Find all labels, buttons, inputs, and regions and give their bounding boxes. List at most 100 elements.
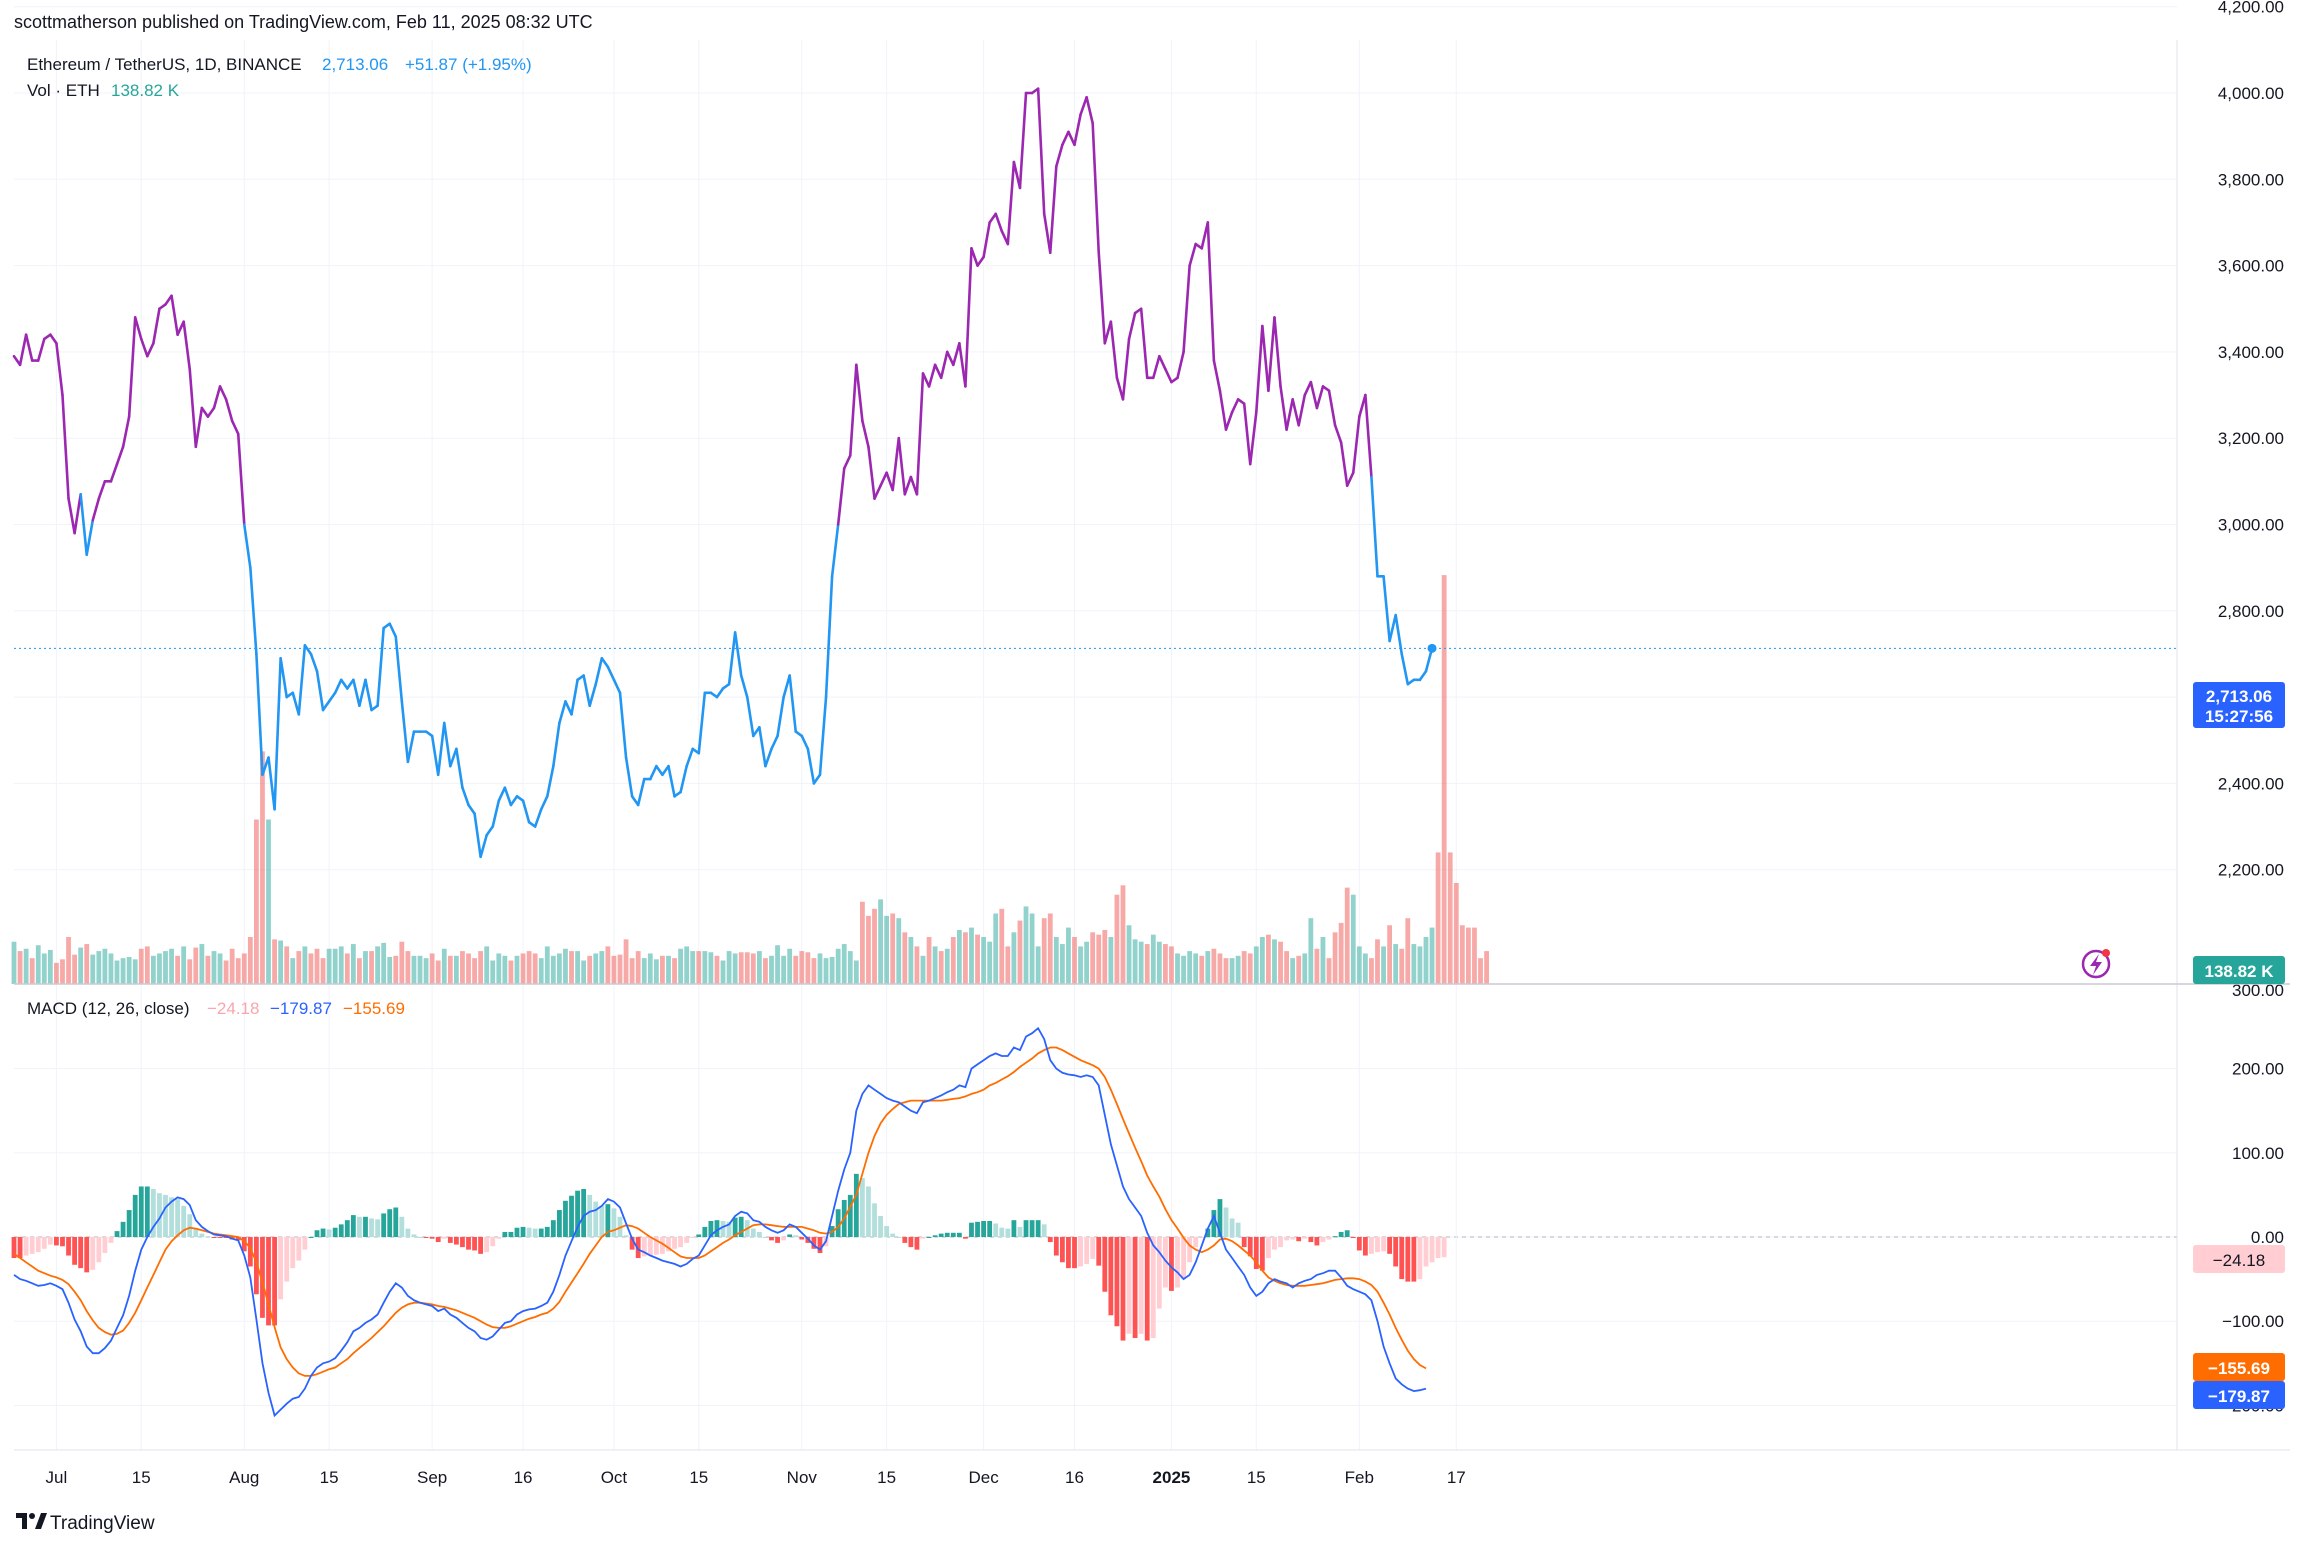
price-segment	[152, 307, 161, 345]
price-segment	[127, 316, 137, 418]
macd-histogram-bar	[1138, 1237, 1144, 1334]
volume-bar	[720, 960, 726, 984]
volume-bar	[1217, 953, 1223, 984]
volume-bar	[157, 953, 162, 984]
volume-bar	[447, 955, 453, 984]
volume-bar	[144, 946, 150, 984]
price-segment	[545, 764, 555, 798]
volume-bar	[1047, 913, 1053, 984]
macd-histogram-bar	[1017, 1226, 1023, 1237]
volume-bar	[150, 955, 156, 984]
volume-bar	[399, 941, 405, 984]
volume-bar	[187, 959, 193, 984]
volume-bar	[1108, 937, 1114, 984]
macd-histogram-bar	[623, 1235, 629, 1237]
volume-bar	[787, 948, 793, 984]
volume-bar	[593, 953, 599, 984]
volume-bar	[453, 955, 459, 984]
volume-legend-label[interactable]: Vol · ETH	[27, 81, 100, 100]
volume-bar	[908, 937, 914, 984]
volume-bar	[132, 959, 138, 984]
time-tick-label: Nov	[787, 1468, 818, 1487]
macd-histogram-bar	[29, 1237, 35, 1254]
macd-histogram-bar	[502, 1231, 508, 1237]
lightning-icon[interactable]	[2081, 949, 2111, 979]
volume-bar	[1381, 946, 1386, 984]
price-segment	[224, 398, 234, 423]
macd-histogram-bar	[866, 1186, 871, 1237]
macd-histogram-bar	[1175, 1237, 1180, 1288]
macd-histogram-bar	[1011, 1220, 1017, 1237]
volume-bar	[1320, 937, 1326, 984]
volume-bar	[278, 940, 284, 984]
volume-bar	[696, 951, 702, 984]
macd-histogram-bar	[381, 1213, 387, 1237]
macd-histogram-bar	[1205, 1228, 1211, 1237]
volume-bar	[708, 952, 714, 984]
volume-bar	[769, 955, 774, 984]
price-segment	[1309, 380, 1319, 410]
price-segment	[921, 372, 931, 388]
volume-bar	[1066, 927, 1071, 984]
volume-bar	[235, 958, 241, 984]
price-segment	[836, 467, 846, 526]
macd-line-badge-value: −179.87	[2208, 1387, 2270, 1406]
price-segment	[1151, 354, 1161, 380]
macd-histogram-bar	[1393, 1237, 1399, 1267]
macd-histogram-bar	[660, 1237, 665, 1254]
macd-histogram-bar	[17, 1237, 23, 1259]
volume-bar	[441, 948, 447, 984]
price-segment	[406, 730, 416, 764]
price-segment	[273, 656, 282, 811]
price-segment	[1158, 354, 1167, 371]
volume-bar	[126, 956, 132, 984]
macd-histogram-bar	[944, 1232, 950, 1237]
price-segment	[1303, 380, 1313, 397]
volume-bar	[435, 960, 441, 984]
volume-bar	[66, 937, 71, 984]
volume-bar	[1302, 953, 1308, 984]
volume-bar	[781, 955, 787, 984]
price-segment	[467, 803, 476, 815]
macd-legend-label[interactable]: MACD (12, 26, close)	[27, 999, 190, 1018]
macd-histogram-bar	[157, 1193, 162, 1237]
price-segment	[1121, 337, 1131, 401]
price-segment	[327, 691, 337, 703]
volume-bar	[920, 955, 926, 984]
price-segment	[982, 221, 991, 259]
macd-tick-label: 300.00	[2232, 981, 2284, 1000]
price-segment	[903, 475, 913, 496]
volume-bar	[54, 962, 59, 984]
macd-histogram-bar	[720, 1221, 726, 1237]
price-tick-label: 3,200.00	[2218, 429, 2284, 448]
macd-histogram-bar	[1120, 1237, 1126, 1341]
footer-brand: TradingView	[50, 1513, 155, 1534]
price-segment	[1206, 221, 1216, 362]
last-price-marker	[1427, 643, 1437, 653]
macd-histogram-bar	[496, 1237, 502, 1239]
volume-bar	[47, 949, 53, 984]
macd-histogram-bar	[120, 1221, 126, 1237]
macd-histogram-bar	[1144, 1237, 1150, 1341]
price-segment	[818, 695, 828, 777]
volume-bar	[1102, 929, 1108, 984]
macd-histogram-bar	[72, 1237, 77, 1265]
macd-histogram	[11, 1173, 1447, 1341]
volume-bar	[199, 944, 205, 984]
price-segment	[1370, 475, 1379, 578]
volume-bar	[835, 948, 841, 984]
price-segment	[655, 764, 664, 777]
price-segment	[1345, 471, 1355, 487]
symbol-title[interactable]: Ethereum / TetherUS, 1D, BINANCE	[27, 55, 302, 74]
macd-histogram-bar	[102, 1237, 108, 1253]
macd-histogram-bar	[175, 1199, 181, 1237]
price-segment	[552, 721, 561, 768]
price-segment	[297, 644, 307, 716]
price-segment	[388, 622, 398, 638]
volume-bar	[1399, 948, 1405, 984]
volume-bar	[538, 958, 544, 984]
price-segment	[212, 385, 222, 410]
macd-tick-label: 100.00	[2232, 1144, 2284, 1163]
volume-bar	[1035, 946, 1041, 984]
macd-histogram-bar	[296, 1237, 302, 1261]
